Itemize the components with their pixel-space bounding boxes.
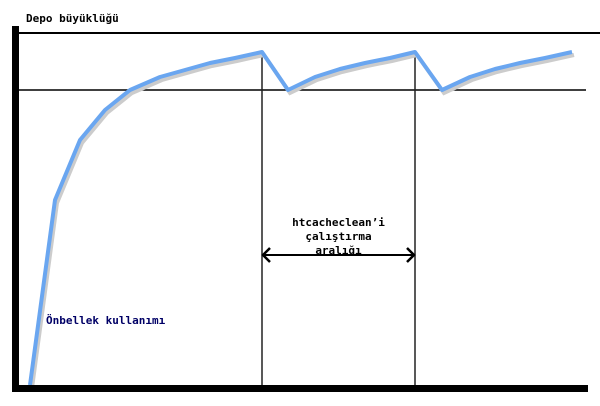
interval-label-line: çalıştırma [305, 230, 372, 243]
usage-curve [28, 50, 573, 386]
curve-label: Önbellek kullanımı [46, 314, 166, 327]
interval-label: htcacheclean’i çalıştırma aralığı [262, 216, 415, 258]
y-axis [12, 26, 19, 392]
x-axis [12, 385, 588, 392]
interval-label-line: aralığı [315, 244, 362, 257]
interval-label-line: htcacheclean’i [292, 216, 385, 229]
usage-curve-shadow [30, 52, 575, 389]
arrow-head-left [261, 247, 271, 263]
arrow-head-right [406, 247, 416, 263]
y-axis-label: Depo büyüklüğü [26, 12, 119, 25]
